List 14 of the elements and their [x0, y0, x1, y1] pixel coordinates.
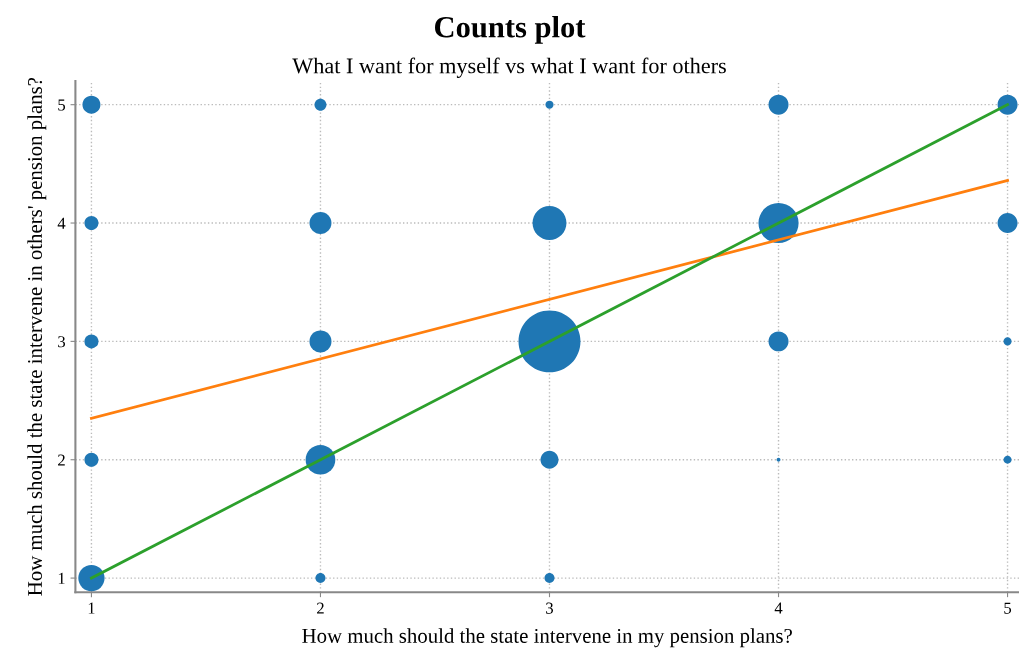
- x-tick-label: 4: [774, 602, 783, 614]
- x-tick-label: 2: [317, 602, 324, 614]
- y-tick-label: 1: [58, 572, 65, 584]
- chart-title: Counts plot: [435, 16, 586, 44]
- x-tick-label: 3: [546, 602, 554, 614]
- y-axis-title: How much should the state intervene in others' pension plans?: [27, 77, 47, 596]
- x-axis-title: How much should the state intervene in my pension plans?: [302, 628, 792, 648]
- y-tick-label: 5: [58, 99, 66, 111]
- y-tick-label: 4: [57, 217, 66, 229]
- y-tick-label: 2: [58, 454, 65, 466]
- x-tick-label: 5: [1004, 602, 1012, 614]
- y-tick-label: 3: [58, 336, 66, 348]
- x-tick-label: 1: [88, 602, 95, 614]
- chart-subtitle: What I want for myself vs what I want for others: [292, 57, 726, 78]
